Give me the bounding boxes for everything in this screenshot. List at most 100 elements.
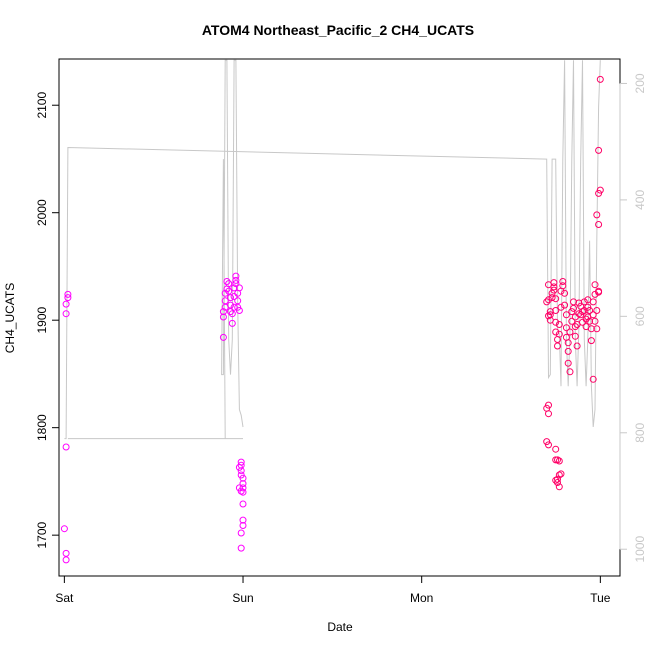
data-point xyxy=(230,303,238,311)
data-point xyxy=(545,441,552,449)
y-axis-label: CH4_UCATS xyxy=(3,283,17,353)
data-point xyxy=(595,189,603,197)
data-point xyxy=(587,325,595,333)
data-point xyxy=(62,549,70,557)
data-point xyxy=(593,325,601,333)
data-point xyxy=(232,280,240,288)
data-points xyxy=(60,75,604,564)
data-point xyxy=(550,286,558,294)
data-point xyxy=(62,556,70,564)
x-axis: Sat Sun Mon Tue xyxy=(55,575,611,605)
data-point xyxy=(545,410,552,418)
data-point xyxy=(555,483,563,491)
data-point xyxy=(579,308,586,316)
data-point xyxy=(550,283,558,291)
altitude-lines xyxy=(64,59,601,440)
data-point xyxy=(596,186,604,194)
data-point xyxy=(562,311,570,319)
data-point xyxy=(573,342,581,350)
y-tick-label: 2100 xyxy=(35,92,49,119)
data-point xyxy=(586,317,594,325)
data-point xyxy=(219,313,227,321)
data-point xyxy=(554,456,561,464)
data-point xyxy=(545,312,552,320)
data-point xyxy=(543,298,551,306)
y2-tick-label: 400 xyxy=(633,190,647,210)
data-point xyxy=(564,347,572,355)
x-tick-label: Tue xyxy=(590,591,611,605)
data-point xyxy=(595,146,603,154)
data-point xyxy=(561,289,569,297)
data-point xyxy=(232,272,240,280)
y2-tick-label: 600 xyxy=(633,306,647,326)
altitude-line-1 xyxy=(64,60,601,440)
data-point xyxy=(571,323,579,331)
x-axis-label: Date xyxy=(327,620,353,634)
y2-tick-label: 1000 xyxy=(633,536,647,563)
data-point xyxy=(587,337,595,345)
x-tick-label: Sat xyxy=(55,591,74,605)
data-point xyxy=(237,544,245,552)
data-point xyxy=(566,368,574,376)
data-point xyxy=(589,375,597,383)
data-point xyxy=(227,308,234,316)
data-point xyxy=(239,484,247,492)
data-point xyxy=(552,328,560,336)
data-point xyxy=(554,342,561,350)
data-point xyxy=(62,443,70,451)
data-point xyxy=(550,279,558,287)
data-point xyxy=(60,525,68,533)
data-point xyxy=(552,318,560,326)
data-point xyxy=(562,324,570,332)
x-tick-label: Sun xyxy=(232,591,253,605)
data-point xyxy=(564,359,572,367)
data-point xyxy=(566,328,574,336)
data-point xyxy=(223,278,231,285)
data-point xyxy=(580,298,588,306)
data-point xyxy=(570,304,577,312)
data-point xyxy=(548,294,556,302)
data-point xyxy=(552,445,560,453)
data-point xyxy=(227,294,234,302)
data-point xyxy=(552,307,560,314)
y2-tick-label: 200 xyxy=(633,73,647,93)
data-point xyxy=(237,461,245,469)
data-point xyxy=(219,308,227,316)
data-point xyxy=(568,317,576,325)
data-point xyxy=(237,467,245,475)
data-point xyxy=(235,307,243,314)
y-tick-label: 1800 xyxy=(35,414,49,441)
data-point xyxy=(64,290,72,298)
data-point xyxy=(228,319,236,327)
data-point xyxy=(546,311,554,319)
data-point xyxy=(552,295,560,303)
y-tick-label: 1700 xyxy=(35,521,49,548)
data-point xyxy=(239,516,247,524)
y-axis: 1700 1800 1900 2000 2100 xyxy=(35,92,60,549)
y2-axis: 200 400 600 800 1000 xyxy=(619,73,647,563)
data-point xyxy=(219,333,227,341)
data-point xyxy=(235,284,243,292)
y2-tick-label: 800 xyxy=(633,422,647,442)
data-point xyxy=(545,296,552,304)
data-point xyxy=(555,471,563,479)
data-point xyxy=(221,297,229,305)
data-point xyxy=(237,458,245,466)
data-point xyxy=(64,294,72,302)
data-point xyxy=(239,522,247,529)
data-point xyxy=(557,470,565,478)
data-point xyxy=(582,315,590,323)
data-point xyxy=(559,278,567,285)
plot-frame xyxy=(58,58,621,577)
altitude-line-2 xyxy=(67,59,244,440)
data-point xyxy=(555,321,563,328)
data-point xyxy=(237,471,245,479)
data-point xyxy=(552,476,560,484)
data-point xyxy=(232,276,240,284)
y-tick-label: 1900 xyxy=(35,307,49,334)
data-point xyxy=(557,303,565,311)
data-point xyxy=(575,310,583,318)
x-tick-label: Mon xyxy=(410,591,433,605)
data-point xyxy=(239,488,247,496)
